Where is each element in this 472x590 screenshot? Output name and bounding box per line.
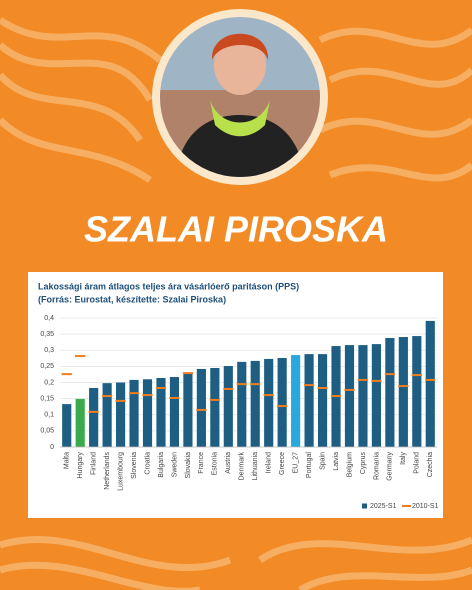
x-tick-label: Austria	[225, 452, 232, 474]
swirl-decoration	[0, 17, 472, 590]
bar	[183, 373, 193, 447]
bar	[210, 367, 220, 447]
bar	[169, 377, 180, 447]
bar	[385, 337, 395, 447]
y-tick-label: 0,25	[40, 363, 54, 370]
y-tick-label: 0,35	[40, 331, 54, 338]
x-tick-label: Ireland	[266, 452, 273, 474]
x-tick-label: Estonia	[212, 452, 219, 475]
chart-title: Lakossági áram átlagos teljes ára vásárl…	[38, 281, 299, 291]
x-tick-label: Latvia	[333, 452, 340, 471]
y-tick-label: 0,2	[44, 379, 54, 386]
bar	[223, 366, 233, 447]
y-tick-label: 0	[50, 444, 54, 451]
bar	[264, 358, 274, 447]
x-tick-label: Lithuania	[252, 452, 259, 481]
bar	[344, 345, 355, 447]
bar	[317, 354, 328, 447]
y-tick-label: 0,05	[40, 428, 54, 435]
person-name: SZALAI PIROSKA	[84, 209, 388, 250]
x-tick-label: Denmark	[239, 452, 246, 481]
legend-swatch	[362, 503, 367, 509]
legend-label: 2010-S1	[412, 503, 439, 510]
bar	[116, 382, 126, 447]
bar	[129, 379, 139, 447]
y-tick-label: 0,1	[44, 412, 54, 419]
x-tick-label: Greece	[279, 452, 286, 475]
bar	[371, 344, 381, 447]
bar	[102, 383, 112, 447]
y-tick-label: 0,3	[44, 347, 54, 354]
bar	[89, 387, 99, 447]
y-tick-label: 0,4	[44, 315, 54, 322]
x-tick-label: Malta	[64, 452, 71, 469]
x-tick-label: Luxembourg	[117, 452, 124, 491]
x-tick-label: France	[198, 452, 205, 474]
x-tick-label: Czechia	[427, 452, 434, 477]
y-tick-label: 0,15	[40, 395, 54, 402]
x-tick-label: Portugal	[306, 452, 313, 479]
bar	[304, 354, 314, 447]
x-tick-label: Italy	[400, 452, 407, 465]
bar	[250, 360, 260, 447]
x-tick-label: Cyprus	[360, 452, 367, 475]
bar	[358, 345, 368, 447]
bar	[62, 404, 72, 447]
bar	[156, 377, 166, 447]
x-tick-label: Slovenia	[131, 452, 138, 479]
bar	[291, 355, 301, 447]
legend-label: 2025-S1	[370, 503, 397, 510]
bar	[277, 357, 287, 447]
chart-subtitle: (Forrás: Eurostat, készítette: Szalai Pi…	[38, 294, 226, 304]
x-tick-label: Bulgaria	[158, 452, 165, 478]
bar	[237, 361, 247, 447]
x-tick-label: Finland	[91, 452, 98, 475]
bar	[412, 336, 422, 447]
x-tick-label: Sweden	[171, 452, 178, 477]
x-tick-label: Slovakia	[185, 452, 192, 479]
x-tick-label: EU_27	[292, 452, 299, 474]
x-tick-label: Hungary	[77, 452, 84, 479]
x-tick-label: Poland	[414, 452, 421, 474]
x-tick-label: Netherlands	[104, 452, 111, 490]
bar	[142, 379, 153, 447]
x-tick-label: Croatia	[144, 452, 151, 475]
x-tick-label: Belgium	[346, 452, 353, 477]
x-tick-label: Spain	[319, 452, 326, 470]
bar	[75, 398, 85, 447]
x-tick-label: Germany	[387, 452, 394, 481]
bar	[196, 368, 206, 447]
bar	[425, 320, 435, 447]
x-tick-label: Romania	[373, 452, 380, 480]
bar	[398, 337, 408, 447]
